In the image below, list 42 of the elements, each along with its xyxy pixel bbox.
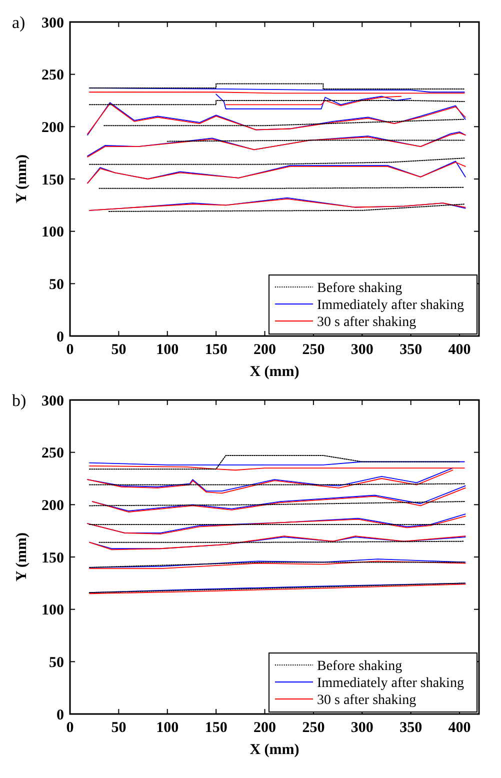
x-tick-label: 100 <box>156 342 179 358</box>
x-tick-label: 150 <box>204 720 228 736</box>
y-tick-label: 300 <box>42 15 64 32</box>
y-tick-label: 250 <box>42 68 64 84</box>
x-tick-label: 300 <box>350 342 374 358</box>
x-tick-label: 350 <box>400 720 422 736</box>
y-axis-title: Y (mm) <box>14 532 30 582</box>
x-tick-label: 350 <box>400 342 422 358</box>
y-tick-label: 100 <box>42 602 64 619</box>
x-axis-title: X (mm) <box>250 742 300 758</box>
y-tick-label: 150 <box>42 172 64 188</box>
x-tick-label: 200 <box>254 720 276 736</box>
x-tick-label: 50 <box>111 720 126 736</box>
legend-label: Immediately after shaking <box>317 298 464 313</box>
x-tick-label: 300 <box>350 720 374 736</box>
legend-label: Immediately after shaking <box>317 676 464 691</box>
x-tick-label: 50 <box>111 342 126 358</box>
y-tick-label: 200 <box>42 120 64 136</box>
x-tick-label: 250 <box>302 342 325 358</box>
x-tick-label: 200 <box>254 342 276 358</box>
x-tick-label: 150 <box>204 342 228 358</box>
y-tick-label: 50 <box>49 276 64 293</box>
x-tick-label: 400 <box>448 720 471 736</box>
y-tick-label: 200 <box>42 498 64 514</box>
chart-title: a) <box>12 13 26 32</box>
chart-title: b) <box>12 391 26 410</box>
y-tick-label: 0 <box>56 329 64 346</box>
y-tick-label: 0 <box>56 707 64 724</box>
x-tick-label: 100 <box>156 720 179 736</box>
y-axis-title: Y (mm) <box>14 154 30 204</box>
legend-label: 30 s after shaking <box>317 314 416 330</box>
legend-label: Before shaking <box>317 280 402 296</box>
y-tick-label: 300 <box>42 393 64 410</box>
y-tick-label: 100 <box>42 224 64 241</box>
y-tick-label: 50 <box>49 654 64 671</box>
legend-label: 30 s after shaking <box>317 692 416 708</box>
legend-label: Before shaking <box>317 658 402 674</box>
y-tick-label: 150 <box>42 550 64 566</box>
y-tick-label: 250 <box>42 446 64 462</box>
x-tick-label: 250 <box>302 720 325 736</box>
x-axis-title: X (mm) <box>250 364 300 380</box>
x-tick-label: 400 <box>448 342 471 358</box>
